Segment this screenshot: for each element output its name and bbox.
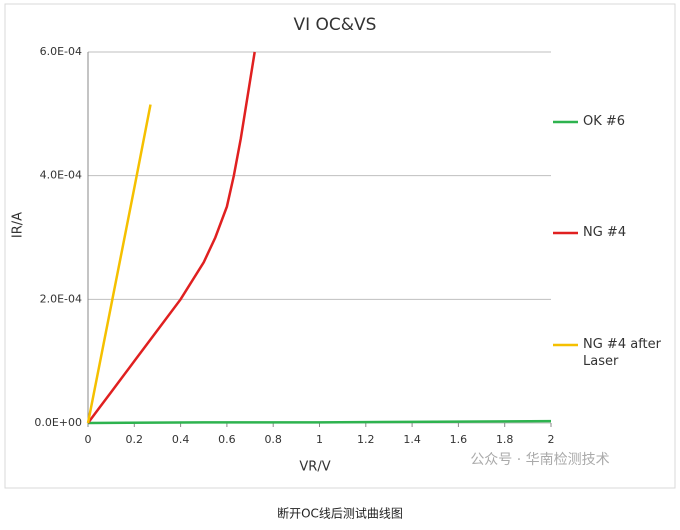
data-line [87, 419, 552, 425]
legend-label: NG #4 after Laser [583, 337, 661, 369]
legend-item: OK #6 [583, 114, 626, 129]
x-tick-label: 2 [548, 433, 555, 446]
legend-label: NG #4 [583, 225, 627, 240]
chart-frame [4, 3, 676, 489]
x-tick-label: 0 [85, 433, 92, 446]
legend-item: NG #4 after Laser [583, 337, 661, 369]
y-tick-label: 4.0E-04 [40, 169, 82, 182]
x-tick-label: 1.2 [357, 433, 375, 446]
data-line [86, 104, 152, 424]
x-tick-label: 0.2 [126, 433, 144, 446]
x-tick-label: 1.8 [496, 433, 514, 446]
x-tick-label: 0.6 [218, 433, 236, 446]
chart-title: VI OC&VS [294, 15, 377, 35]
x-tick-label: 1.4 [403, 433, 421, 446]
y-tick-label: 2.0E-04 [40, 292, 82, 305]
legend-item: NG #4 [583, 225, 627, 240]
y-axis-label: IR/A [11, 212, 26, 238]
x-tick-label: 1 [316, 433, 323, 446]
x-axis-label: VR/V [299, 460, 330, 475]
x-tick-label: 0.4 [172, 433, 190, 446]
watermark: 公众号 · 华南检测技术 [470, 452, 609, 468]
y-tick-label: 6.0E-04 [40, 45, 82, 58]
legend-label: OK #6 [583, 114, 626, 129]
caption: 断开OC线后测试曲线图 [277, 506, 403, 521]
y-tick-label: 0.0E+00 [34, 416, 82, 429]
x-tick-label: 0.8 [264, 433, 282, 446]
data-line [86, 51, 256, 424]
x-tick-label: 1.6 [450, 433, 468, 446]
